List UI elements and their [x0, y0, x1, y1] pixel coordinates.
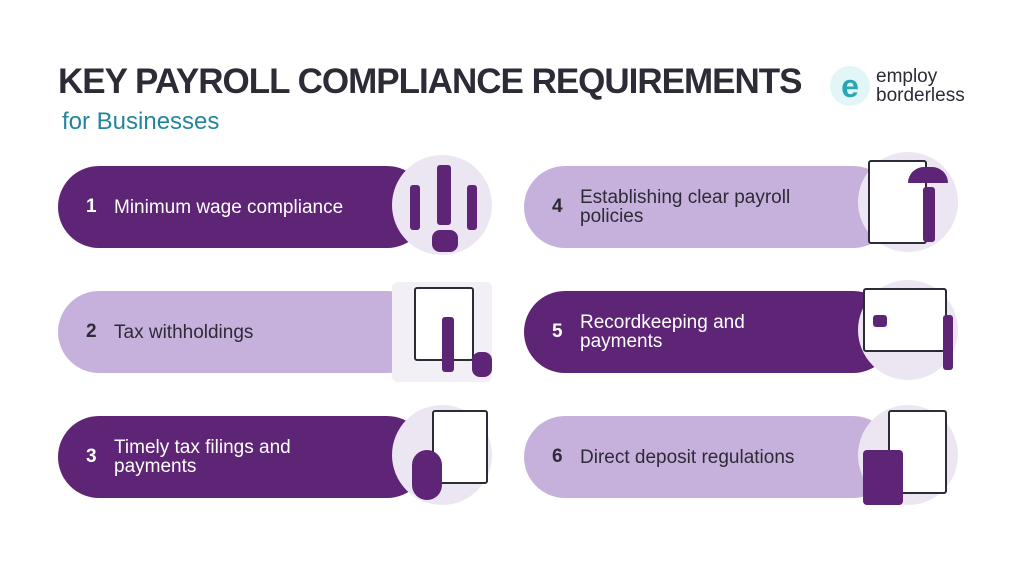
- item-3: 3 Timely tax filings and payments: [58, 416, 428, 498]
- item-number: 2: [86, 321, 97, 342]
- item-number: 6: [552, 446, 563, 467]
- logo-line1: employ: [876, 66, 938, 87]
- item-5: 5 Recordkeeping and payments: [524, 291, 894, 373]
- tax-hourglass-illustration: [392, 282, 492, 382]
- item-label: Timely tax filings and payments: [114, 437, 291, 477]
- item-label: Recordkeeping and payments: [580, 312, 745, 352]
- item-number: 1: [86, 196, 97, 217]
- item-label: Direct deposit regulations: [580, 446, 795, 468]
- item-number: 4: [552, 196, 563, 217]
- calendar-dollar-illustration: [392, 405, 492, 505]
- item-2: 2 Tax withholdings: [58, 291, 428, 373]
- monitor-records-illustration: [858, 280, 958, 380]
- logo-line2: borderless: [876, 85, 965, 106]
- item-label: Minimum wage compliance: [114, 196, 344, 218]
- umbrella-clipboard-illustration: [858, 152, 958, 252]
- item-1: 1 Minimum wage compliance: [58, 166, 428, 248]
- page-subtitle: for Businesses: [62, 108, 220, 135]
- item-6: 6 Direct deposit regulations: [524, 416, 894, 498]
- item-4: 4 Establishing clear payroll policies: [524, 166, 894, 248]
- item-label: Tax withholdings: [114, 321, 254, 343]
- item-label: Establishing clear payroll policies: [580, 187, 791, 227]
- logo-text: employ borderless: [876, 67, 965, 105]
- logo: e employ borderless: [830, 66, 965, 106]
- item-number: 5: [552, 321, 563, 342]
- calculator-clipboard-illustration: [858, 405, 958, 505]
- page-title: KEY PAYROLL COMPLIANCE REQUIREMENTS: [58, 62, 803, 101]
- people-coins-illustration: [392, 155, 492, 255]
- item-number: 3: [86, 446, 97, 467]
- logo-mark-icon: e: [830, 66, 870, 106]
